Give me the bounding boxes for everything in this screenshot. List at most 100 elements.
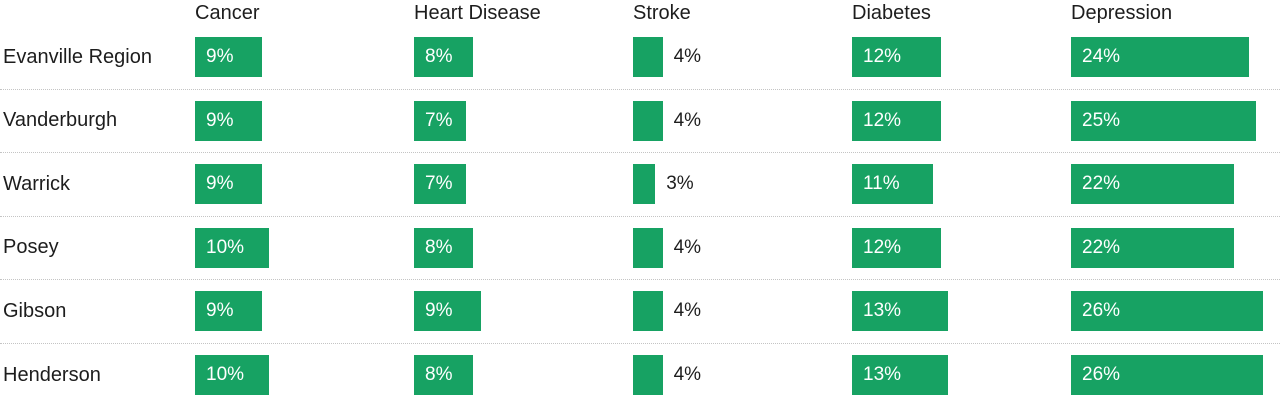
table-row: Vanderburgh 9% 7% 4% 12% 25% [0,90,1280,153]
bar-stroke: 4% [633,291,701,332]
bar-cell: 22% [1071,227,1280,268]
bar-cell: 7% [414,164,633,205]
bar-diabetes: 12% [852,100,941,141]
bar-cell: 7% [414,100,633,141]
bar-stroke: 4% [633,100,701,141]
bar-heart-disease: 7% [414,100,466,141]
table-row: Henderson 10% 8% 4% 13% 26% [0,344,1280,407]
bar-cell: 24% [1071,37,1280,78]
bar-value-label: 4% [673,300,702,322]
bar-heart-disease: 8% [414,37,474,78]
bar-diabetes: 13% [852,291,949,332]
bar-value-label: 8% [425,46,453,68]
bar-value-label: 12% [863,109,902,131]
bar-cell: 9% [414,291,633,332]
bar-cancer: 9% [195,100,262,141]
column-header-cancer: Cancer [195,2,260,24]
bar-value-label: 13% [863,364,902,386]
bar-cell: 12% [852,100,1071,141]
bar-cell: 11% [852,164,1071,205]
bar-stroke: 3% [633,164,694,205]
bar-cell: 22% [1071,164,1280,205]
bar-value-label: 9% [206,173,234,195]
bar-value-label: 4% [673,46,702,68]
bar-value-label: 4% [673,236,702,258]
bar-value-label: 22% [1082,173,1121,195]
bar-cell: 10% [195,355,414,396]
bar-cell: 26% [1071,291,1280,332]
bar-cancer: 10% [195,227,269,268]
bar-diabetes: 11% [852,164,934,205]
bar-value-label: 9% [206,300,234,322]
row-label: Warrick [3,172,71,195]
bar-heart-disease: 8% [414,355,474,396]
bar-cell: 9% [195,37,414,78]
bar-cell: 12% [852,37,1071,78]
bar-heart-disease: 8% [414,227,474,268]
bar-value-label: 8% [425,364,453,386]
row-label: Gibson [3,299,67,322]
bar-cell: 9% [195,164,414,205]
table-row: Evanville Region 9% 8% 4% 12% 24% [0,26,1280,90]
bar-value-label: 12% [863,236,902,258]
bar-cell: 8% [414,37,633,78]
bar-value-label: 8% [425,236,453,258]
bar-value-label: 24% [1082,46,1121,68]
bar-cancer: 9% [195,164,262,205]
bar-value-label: 9% [206,109,234,131]
bar-cell: 26% [1071,355,1280,396]
bar-value-label: 9% [206,46,234,68]
bar-cell: 10% [195,227,414,268]
row-label: Henderson [3,363,101,386]
column-header-diabetes: Diabetes [852,2,931,24]
bar-cell: 8% [414,227,633,268]
bar-cell: 25% [1071,100,1280,141]
bar-value-label: 9% [425,300,453,322]
bar-value-label: 22% [1082,236,1121,258]
table-row: Gibson 9% 9% 4% 13% 26% [0,280,1280,344]
bar-cell: 9% [195,100,414,141]
bar-cancer: 9% [195,291,262,332]
bar-diabetes: 12% [852,37,941,78]
bar-cell: 4% [633,291,852,332]
bar-cell: 8% [414,355,633,396]
bar-cancer: 10% [195,355,269,396]
bar-value-label: 7% [425,109,453,131]
bar-cell: 13% [852,291,1071,332]
bar-value-label: 26% [1082,364,1121,386]
bar-depression: 22% [1071,227,1234,268]
bar-cell: 9% [195,291,414,332]
bar-cancer: 9% [195,37,262,78]
column-header-depression: Depression [1071,2,1173,24]
bar-depression: 26% [1071,355,1264,396]
row-label: Evanville Region [3,45,152,68]
row-label: Posey [3,236,59,259]
bar-cell: 4% [633,227,852,268]
bar-value-label: 3% [666,173,694,195]
bar-value-label: 10% [206,236,245,258]
bar-diabetes: 12% [852,227,941,268]
bar-depression: 22% [1071,164,1234,205]
bar-cell: 3% [633,164,852,205]
column-header-heart-disease: Heart Disease [414,2,541,24]
column-headers: Cancer Heart Disease Stroke Diabetes Dep… [0,0,1280,26]
bar-diabetes: 13% [852,355,949,396]
bar-value-label: 12% [863,46,902,68]
bar-value-label: 7% [425,173,453,195]
bar-cell: 12% [852,227,1071,268]
column-header-stroke: Stroke [633,2,691,24]
bar-stroke: 4% [633,37,701,78]
bar-stroke: 4% [633,227,701,268]
bar-value-label: 25% [1082,109,1121,131]
bar-value-label: 13% [863,300,902,322]
bar-value-label: 4% [673,109,702,131]
bar-stroke: 4% [633,355,701,396]
bar-heart-disease: 7% [414,164,466,205]
bar-value-label: 26% [1082,300,1121,322]
bar-cell: 13% [852,355,1071,396]
bar-value-label: 11% [863,173,900,195]
bar-value-label: 4% [673,364,702,386]
bar-depression: 25% [1071,100,1256,141]
bar-depression: 24% [1071,37,1249,78]
